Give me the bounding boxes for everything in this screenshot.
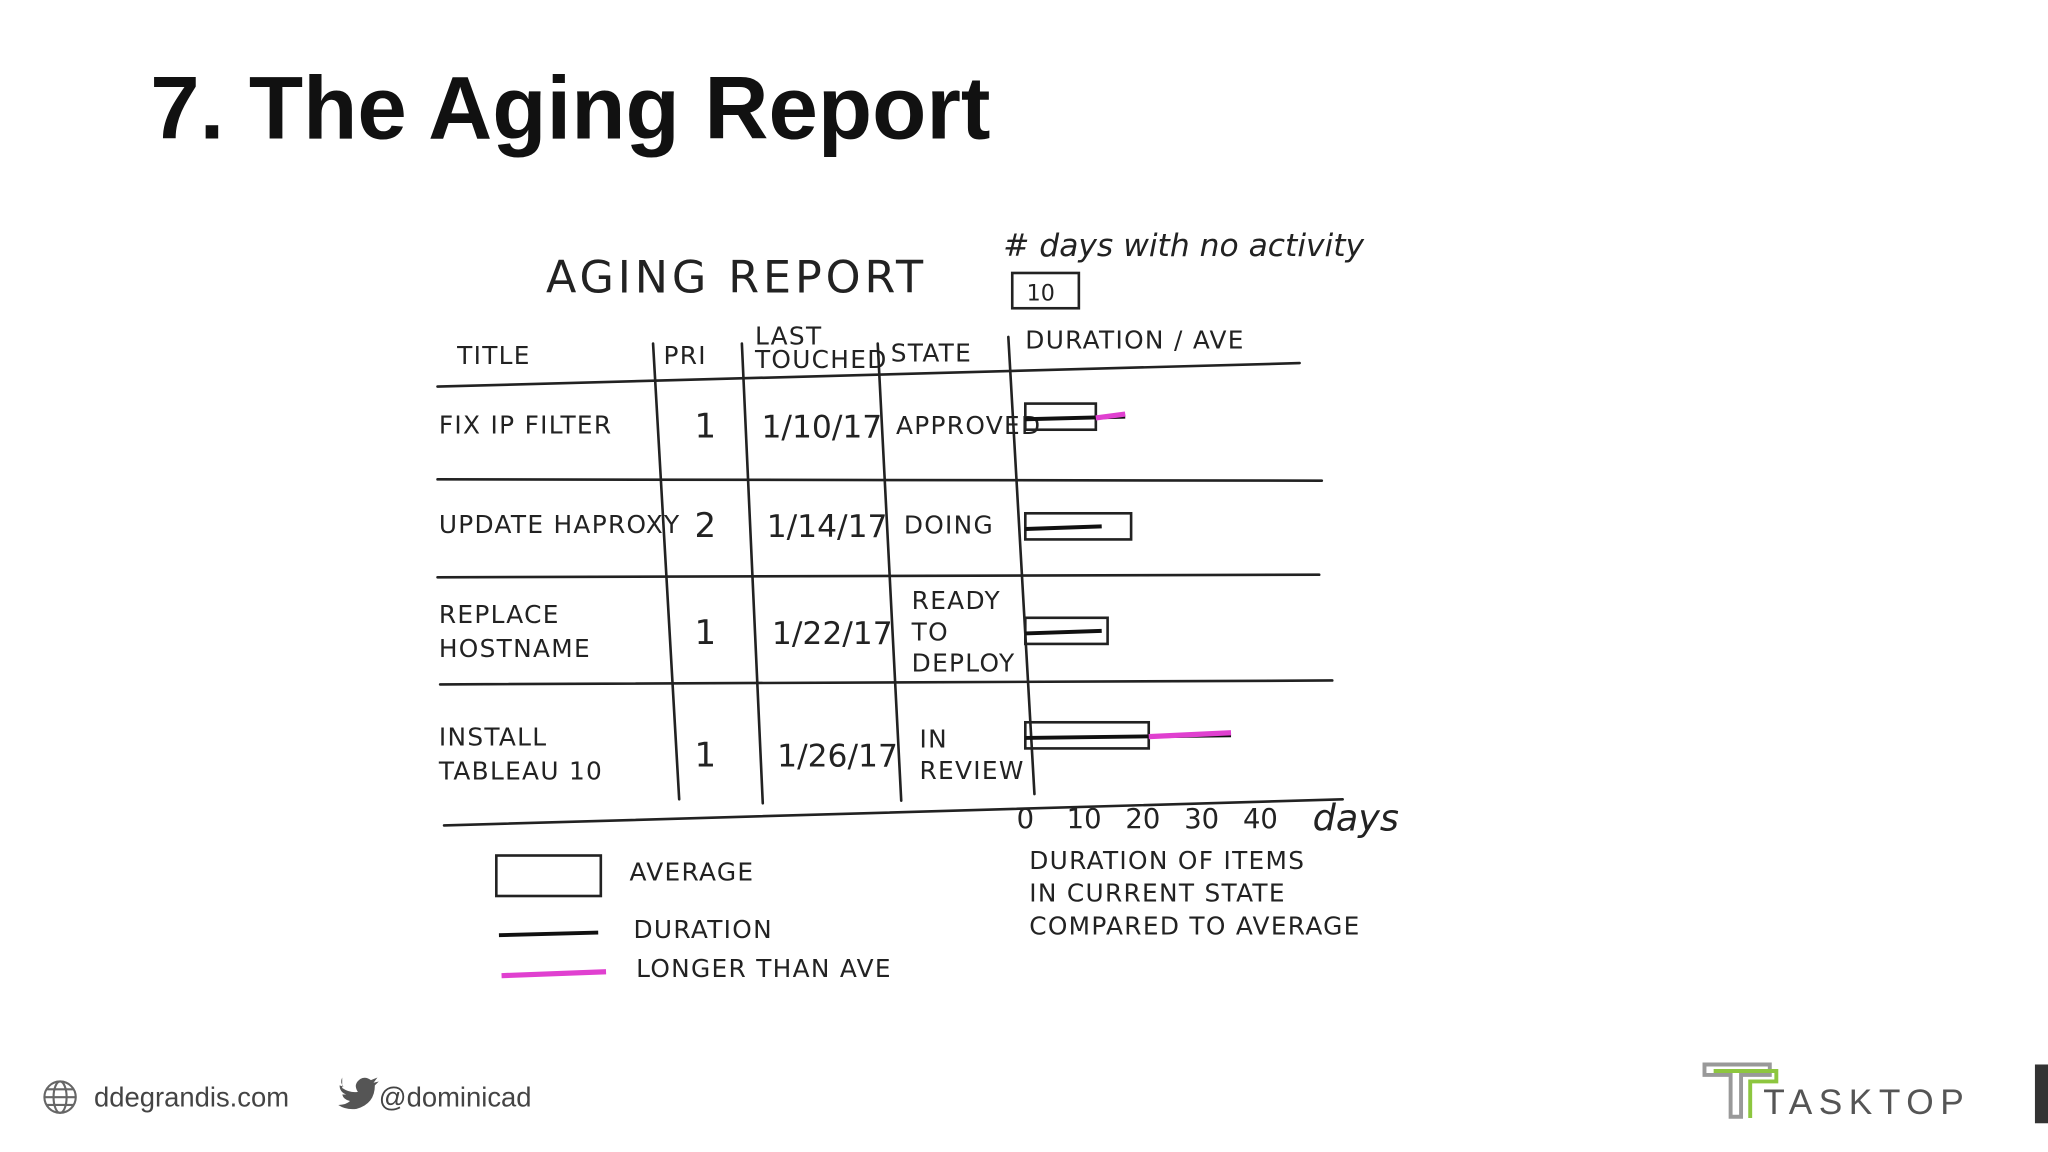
longer-than-average <box>1095 411 1126 421</box>
filter-value: 10 <box>1027 280 1055 306</box>
duration-line <box>1025 524 1102 531</box>
axis-tick-label: 40 <box>1243 804 1278 835</box>
row-last-touched: 1/10/17 <box>761 410 882 446</box>
axis-caption: DURATION OF ITEMS <box>1029 846 1305 875</box>
axis-tick-label: 30 <box>1184 804 1219 835</box>
row-state: TO <box>911 617 949 646</box>
row-last-touched: 1/26/17 <box>777 739 898 775</box>
edge-bar <box>2034 1064 2048 1124</box>
rule <box>436 361 1301 388</box>
row-state: APPROVED <box>896 411 1041 440</box>
row-title: HOSTNAME <box>439 634 591 663</box>
rule <box>438 679 1334 686</box>
row-title: FIX IP FILTER <box>439 411 613 440</box>
column-header: STATE <box>891 338 972 367</box>
row-title: UPDATE HAPROXY <box>439 510 681 539</box>
table-grid <box>436 335 1344 827</box>
column-header: TOUCHED <box>754 345 888 374</box>
average-bar <box>1023 616 1109 646</box>
axis-tick-label: 0 <box>1017 804 1034 835</box>
rule <box>1007 335 1036 796</box>
column-header: LAST <box>755 321 822 350</box>
row-priority: 1 <box>695 407 717 447</box>
row-priority: 1 <box>695 613 717 653</box>
row-state: IN <box>920 724 948 753</box>
legend-duration-swatch <box>498 930 599 938</box>
row-priority: 2 <box>695 506 717 546</box>
column-header: TITLE <box>456 341 531 370</box>
axis-caption: IN CURRENT STATE <box>1029 879 1286 908</box>
row-state: DOING <box>904 510 994 539</box>
column-header: DURATION / AVE <box>1025 325 1244 354</box>
logo-mark <box>1702 1062 1779 1119</box>
rule <box>436 573 1321 579</box>
rule <box>740 342 765 805</box>
average-bar <box>1024 511 1133 541</box>
row-state: DEPLOY <box>912 649 1016 678</box>
row-priority: 1 <box>695 736 717 776</box>
legend-average-swatch <box>495 854 603 898</box>
filter-label: # days with no activity <box>1003 228 1364 264</box>
column-header: PRI <box>664 341 707 370</box>
row-state: REVIEW <box>920 756 1025 785</box>
row-last-touched: 1/22/17 <box>772 616 893 652</box>
axis-tick-label: 20 <box>1125 804 1160 835</box>
rule <box>876 342 903 802</box>
logo-text: TASKTOP <box>1763 1083 1970 1122</box>
duration-line <box>1025 628 1102 636</box>
globe-icon <box>43 1080 77 1114</box>
row-title: TABLEAU 10 <box>438 757 603 786</box>
row-title: INSTALL <box>439 723 548 752</box>
slide-title: 7. The Aging Report <box>150 58 990 157</box>
rule <box>651 342 681 801</box>
row-state: READY <box>912 586 1001 615</box>
axis-tick-label: 10 <box>1067 804 1102 835</box>
website: ddegrandis.com <box>94 1081 289 1112</box>
legend-label: LONGER THAN AVE <box>636 954 892 983</box>
axis-caption: COMPARED TO AVERAGE <box>1029 911 1360 940</box>
row-last-touched: 1/14/17 <box>767 509 888 545</box>
sketch-title: AGING REPORT <box>546 253 927 304</box>
longer-than-average <box>1148 730 1232 740</box>
twitter-handle: @dominicad <box>379 1081 532 1112</box>
legend-longer-swatch <box>501 969 607 979</box>
legend-label: AVERAGE <box>630 857 755 886</box>
row-title: REPLACE <box>439 600 560 629</box>
legend-label: DURATION <box>633 915 772 944</box>
rule <box>436 478 1324 482</box>
axis-unit: days <box>1313 797 1399 840</box>
filter-box <box>1010 271 1081 310</box>
twitter-icon <box>338 1077 379 1110</box>
rule <box>442 798 1344 827</box>
